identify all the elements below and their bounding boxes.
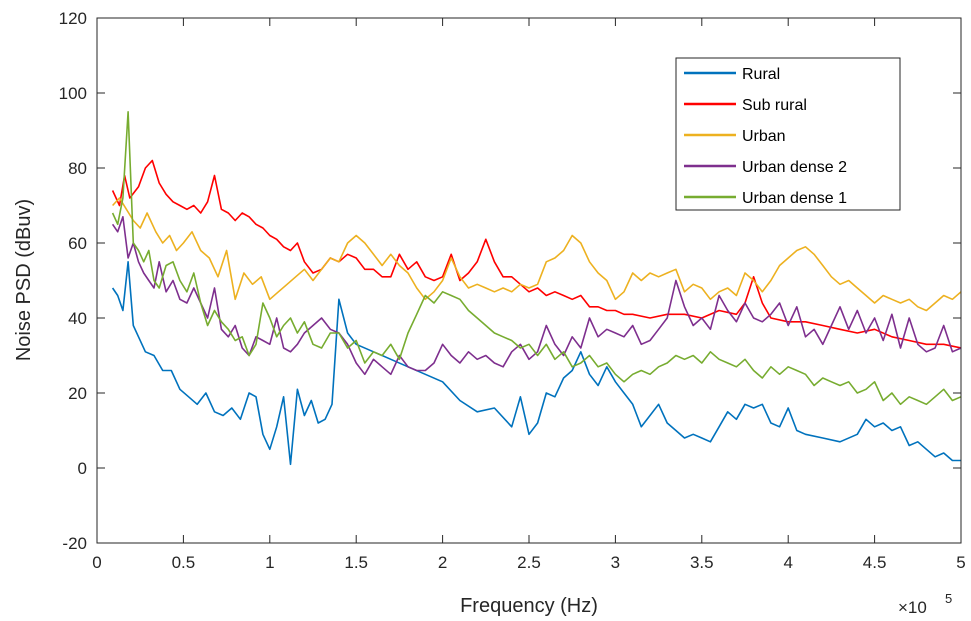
legend-label-rural: Rural bbox=[742, 66, 780, 83]
x-tick-label: 0.5 bbox=[172, 553, 196, 572]
series-line-urban-dense-2 bbox=[111, 216, 961, 376]
x-tick-label: 1 bbox=[265, 553, 274, 572]
x-tick-label: 0 bbox=[92, 553, 101, 572]
y-tick-label: 60 bbox=[68, 234, 87, 253]
series-line-urban-dense-1 bbox=[111, 111, 961, 406]
x-tick-label: 3 bbox=[611, 553, 620, 572]
y-tick-label: -20 bbox=[62, 534, 87, 553]
x-multiplier-base: ×10 bbox=[898, 598, 927, 617]
series-line-urban bbox=[112, 197, 961, 312]
y-tick-label: 20 bbox=[68, 384, 87, 403]
x-tick-label: 2 bbox=[438, 553, 447, 572]
series-line-sub-rural bbox=[111, 159, 961, 349]
y-tick-label: 80 bbox=[68, 159, 87, 178]
series-line-rural bbox=[111, 261, 961, 466]
y-axis-title: Noise PSD (dBuv) bbox=[13, 199, 35, 361]
series-layer bbox=[111, 111, 961, 466]
x-tick-label: 5 bbox=[956, 553, 965, 572]
legend-label-urban-dense-2: Urban dense 2 bbox=[742, 159, 847, 176]
y-axis-ticks: -20 0 20 40 60 80 100 120 bbox=[59, 9, 961, 553]
y-tick-label: 100 bbox=[59, 84, 87, 103]
x-tick-label: 3.5 bbox=[690, 553, 714, 572]
y-tick-label: 40 bbox=[68, 309, 87, 328]
x-tick-label: 2.5 bbox=[517, 553, 541, 572]
legend-label-sub-rural: Sub rural bbox=[742, 97, 807, 114]
y-tick-label: 120 bbox=[59, 9, 87, 28]
x-axis-ticks: 0 0.5 1 1.5 2 2.5 3 3.5 4 4.5 5 bbox=[92, 18, 966, 572]
y-tick-label: 0 bbox=[78, 459, 87, 478]
x-axis-title: Frequency (Hz) bbox=[460, 595, 598, 617]
x-multiplier-exponent: 5 bbox=[945, 591, 952, 606]
x-tick-label: 1.5 bbox=[344, 553, 368, 572]
legend-label-urban: Urban bbox=[742, 128, 786, 145]
x-axis-multiplier: ×10 5 bbox=[898, 591, 952, 617]
x-tick-label: 4.5 bbox=[863, 553, 887, 572]
legend-label-urban-dense-1: Urban dense 1 bbox=[742, 190, 847, 207]
x-tick-label: 4 bbox=[783, 553, 792, 572]
legend: Rural Sub rural Urban Urban dense 2 Urban de… bbox=[675, 57, 901, 211]
